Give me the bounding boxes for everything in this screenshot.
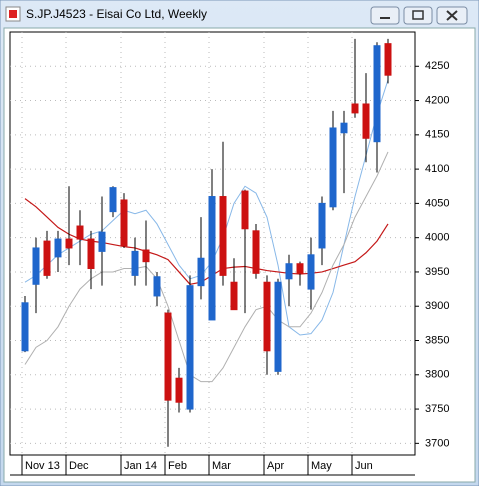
- candle-body: [340, 122, 348, 134]
- candle-body: [296, 263, 304, 274]
- candle-body: [142, 249, 150, 263]
- candle-body: [285, 263, 293, 280]
- y-tick-label: 4000: [425, 232, 449, 244]
- candle-body: [87, 238, 95, 270]
- x-tick-label: Dec: [69, 460, 89, 472]
- minimize-button[interactable]: [370, 6, 400, 25]
- candle-body: [98, 231, 106, 252]
- candle-body: [384, 43, 392, 76]
- window-icon-mark: [9, 10, 17, 18]
- candle-body: [186, 285, 194, 410]
- y-tick-label: 4250: [425, 60, 449, 72]
- candle-body: [274, 281, 282, 372]
- y-tick-label: 3750: [425, 403, 449, 415]
- x-tick-label: Nov 13: [25, 460, 60, 472]
- candle-body: [307, 254, 315, 290]
- moving-average-line: [24, 198, 389, 285]
- close-icon: [446, 10, 458, 21]
- candle-body: [164, 312, 172, 401]
- candle-body: [21, 302, 29, 352]
- x-tick-label: Jun: [355, 460, 373, 472]
- window-title: S.JP.J4523 - Eisai Co Ltd, Weekly: [26, 7, 207, 21]
- y-tick-label: 3850: [425, 334, 449, 346]
- moving-average-line: [24, 151, 389, 383]
- y-tick-label: 3900: [425, 300, 449, 312]
- y-tick-label: 4150: [425, 129, 449, 141]
- candle-body: [351, 103, 359, 114]
- y-tick-label: 4050: [425, 197, 449, 209]
- candle-body: [120, 199, 128, 247]
- y-tick-label: 3800: [425, 369, 449, 381]
- candle-body: [318, 202, 326, 249]
- candle-body: [219, 196, 227, 276]
- candle-body: [32, 247, 40, 285]
- candle-body: [197, 257, 205, 287]
- window-buttons: [370, 6, 468, 25]
- candle-body: [208, 196, 216, 321]
- y-tick-label: 4200: [425, 94, 449, 106]
- candle-body: [263, 281, 271, 352]
- candle-body: [153, 276, 161, 297]
- candle-body: [131, 250, 139, 276]
- candle-body: [373, 45, 381, 143]
- y-tick-label: 3950: [425, 266, 449, 278]
- candle-body: [175, 377, 183, 403]
- candle-body: [329, 127, 337, 208]
- x-tick-label: Feb: [168, 460, 187, 472]
- candle-body: [252, 230, 260, 274]
- candle-body: [109, 187, 117, 213]
- candle-body: [230, 281, 238, 311]
- y-tick-label: 3700: [425, 437, 449, 449]
- maximize-icon: [412, 10, 424, 20]
- maximize-button[interactable]: [403, 6, 433, 25]
- candle-body: [362, 103, 370, 139]
- y-tick-label: 4100: [425, 163, 449, 175]
- moving-average-line: [24, 79, 389, 336]
- x-tick-label: Jan 14: [124, 460, 157, 472]
- x-tick-label: Apr: [267, 460, 284, 472]
- x-tick-label: Mar: [212, 460, 231, 472]
- candle-body: [241, 190, 249, 230]
- candle-body: [54, 238, 62, 258]
- x-tick-label: May: [311, 460, 332, 472]
- candle-body: [43, 240, 51, 276]
- candle-body: [76, 225, 84, 240]
- candle-body: [65, 238, 73, 249]
